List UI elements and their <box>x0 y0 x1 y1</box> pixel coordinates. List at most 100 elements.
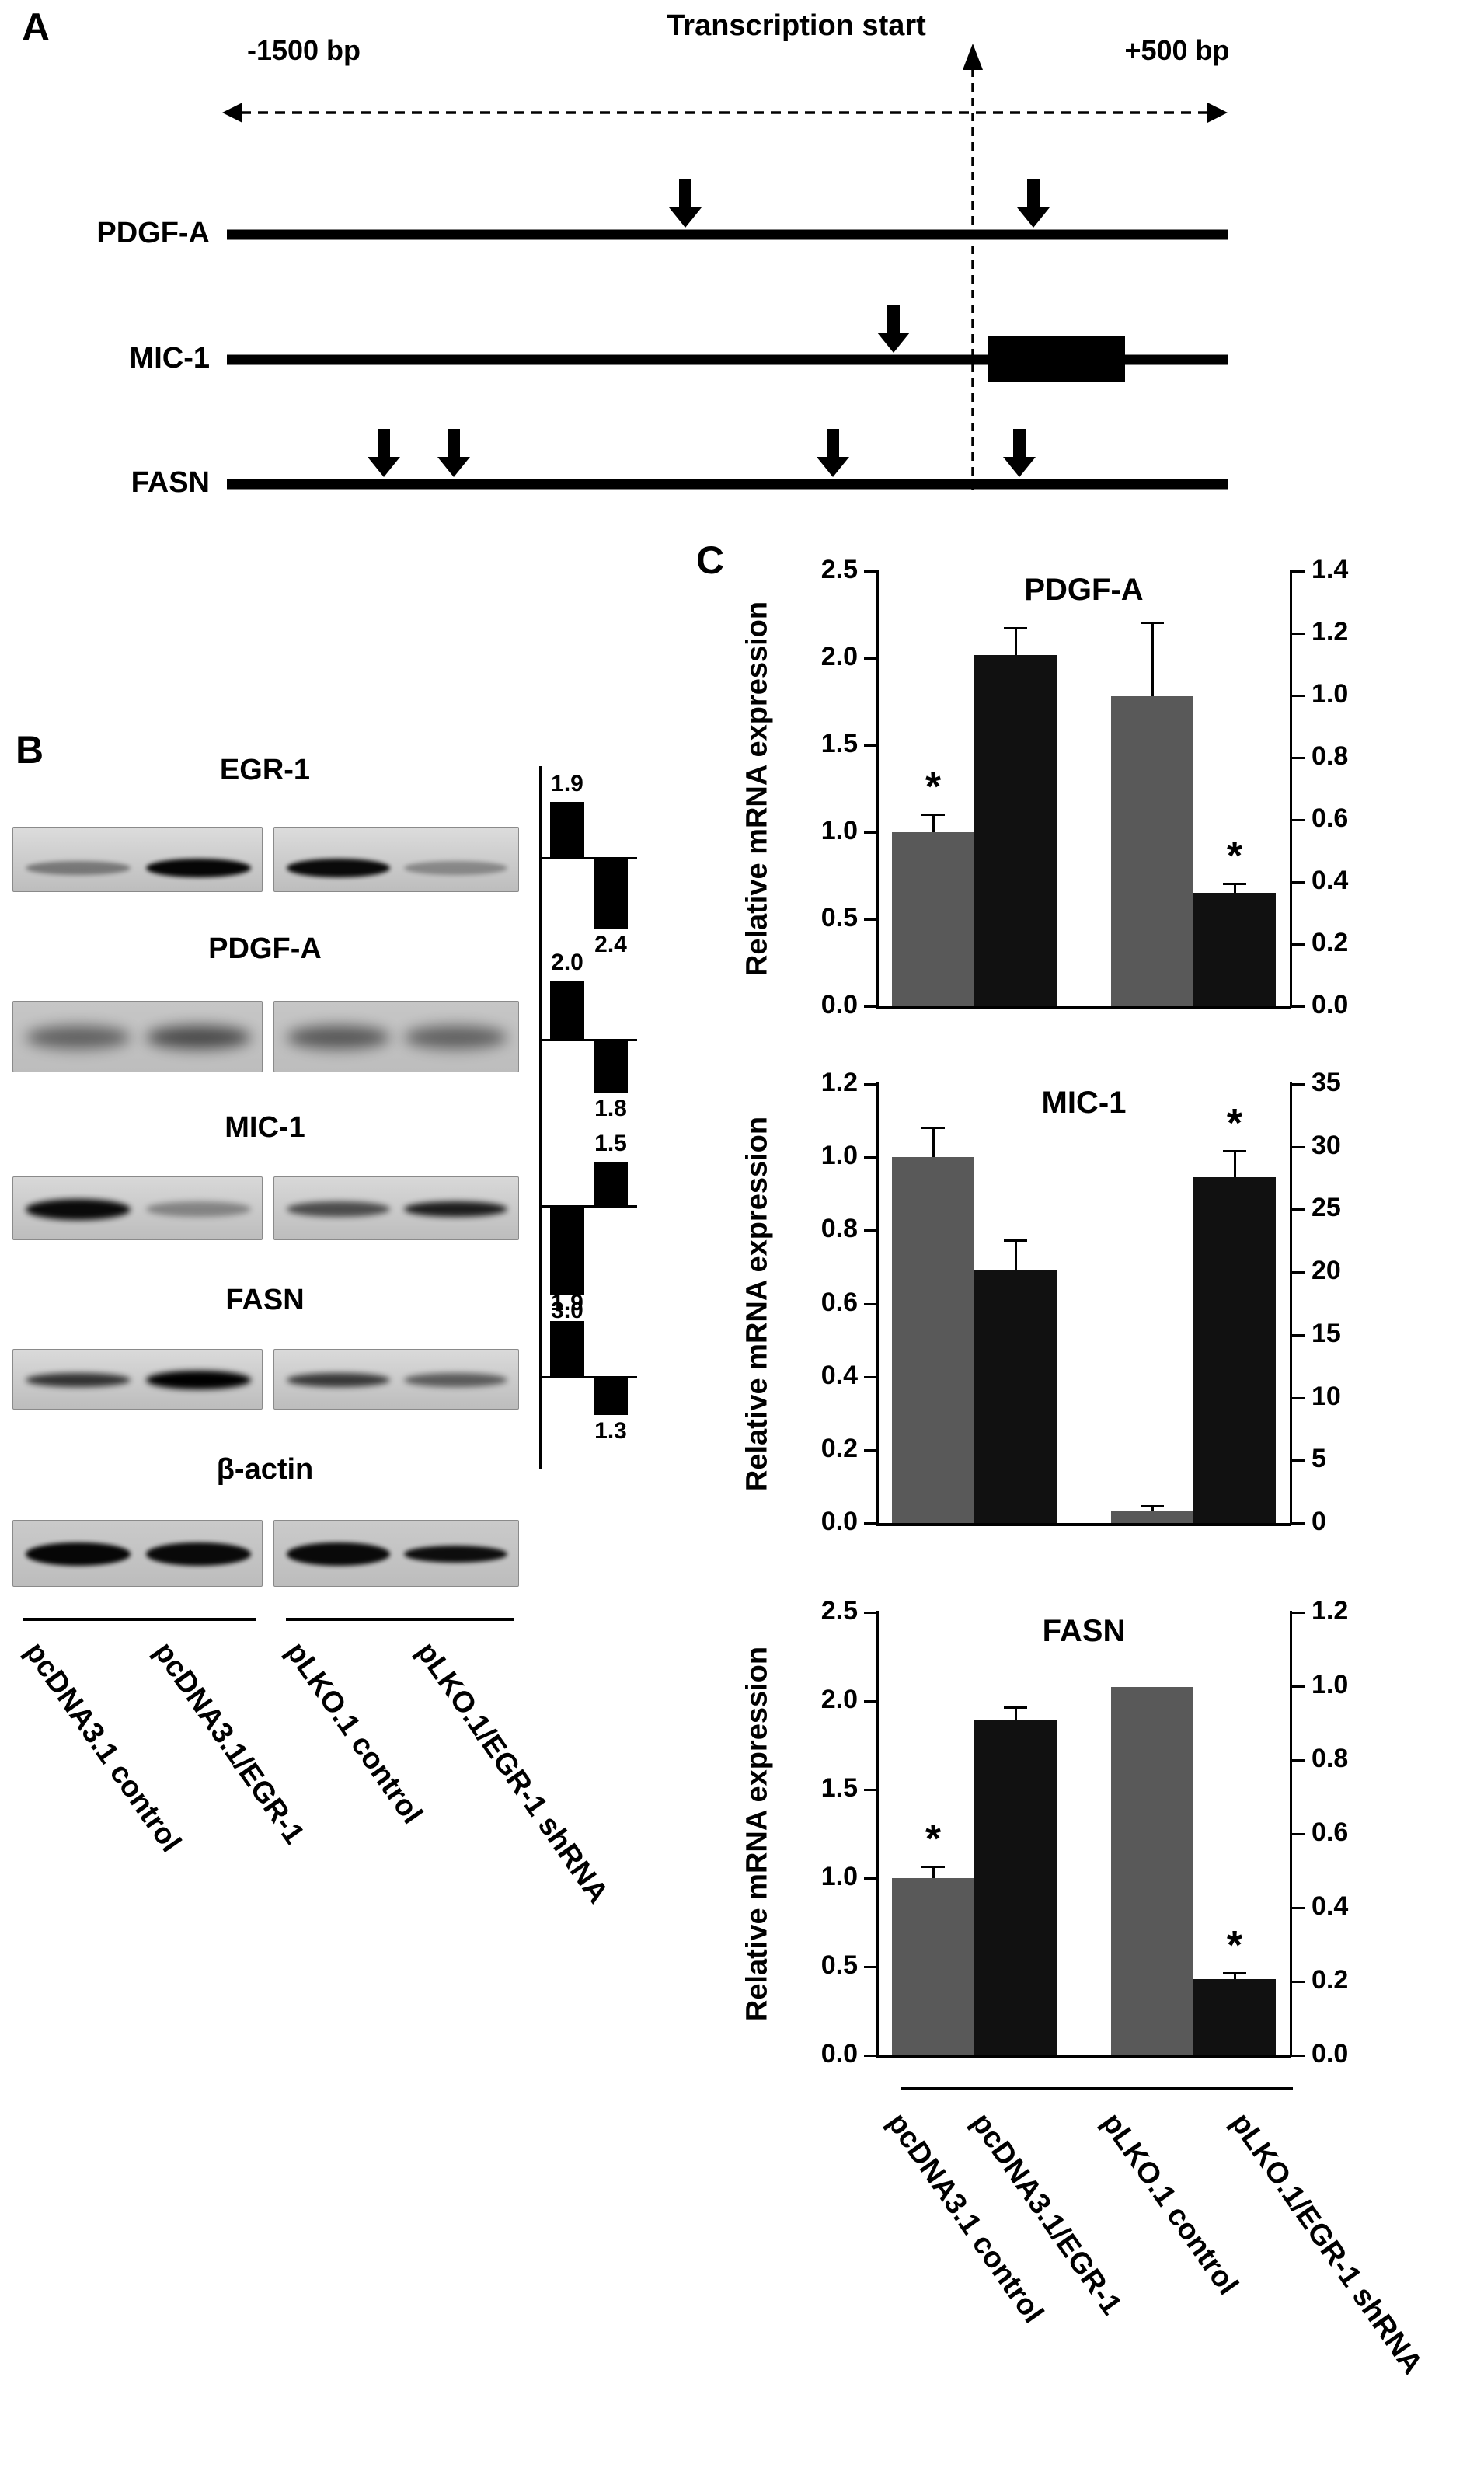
left-tick-label: 1.5 <box>820 729 858 758</box>
error-bar <box>1233 884 1236 894</box>
significance-star: * <box>925 1817 942 1863</box>
left-tick-label: 0.5 <box>820 1950 858 1980</box>
category-label: pcDNA3.1 control <box>880 2107 1050 2330</box>
fold-bar <box>550 1320 584 1377</box>
fold-value: 3.0 <box>551 1298 583 1323</box>
fold-bar <box>594 858 628 929</box>
right-tick-label: 25 <box>1312 1193 1341 1223</box>
blot-image <box>273 1520 519 1587</box>
protein-band <box>286 1542 390 1566</box>
data-bar <box>1111 1686 1193 2055</box>
error-bar <box>1151 623 1154 697</box>
left-tick-mark <box>864 1966 876 1968</box>
left-tick-mark <box>864 570 876 573</box>
blot-image <box>273 1176 519 1240</box>
right-tick-mark <box>1292 881 1305 884</box>
left-tick-mark <box>864 1612 876 1614</box>
left-axis <box>876 1611 879 2057</box>
right-tick-label: 0.2 <box>1312 928 1349 957</box>
fold-baseline <box>539 1039 637 1041</box>
left-tick-mark <box>864 1375 876 1378</box>
left-tick-mark <box>864 1789 876 1791</box>
fold-baseline <box>539 857 637 859</box>
category-label: pLKO.1 control <box>1095 2107 1245 2301</box>
right-tick-label: 0.2 <box>1312 1965 1349 1995</box>
fold-value: 1.8 <box>594 1096 627 1122</box>
chart-title: MIC-1 <box>1041 1086 1127 1120</box>
right-tick-label: 0 <box>1312 1507 1326 1536</box>
left-tick-mark <box>864 1083 876 1086</box>
error-bar <box>1151 1506 1154 1511</box>
error-bar-cap <box>1223 883 1246 886</box>
left-tick-label: 1.5 <box>820 1773 858 1803</box>
span-arrowhead-right <box>1207 103 1228 123</box>
blot-title: FASN <box>225 1284 305 1316</box>
right-tick-mark <box>1292 1685 1305 1688</box>
category-axis-line <box>901 2087 1293 2090</box>
left-tick-mark <box>864 744 876 747</box>
left-tick-mark <box>864 1229 876 1232</box>
data-bar <box>974 654 1057 1006</box>
error-bar-cap <box>921 813 945 816</box>
error-bar-cap <box>1223 1150 1246 1153</box>
right-tick-mark <box>1292 1759 1305 1762</box>
right-tick-mark <box>1292 1612 1305 1614</box>
left-tick-label: 0.5 <box>820 903 858 932</box>
error-bar <box>932 1867 935 1878</box>
right-tick-label: 1.4 <box>1312 555 1349 584</box>
error-bar-cap <box>1004 1239 1027 1242</box>
data-bar <box>1193 1978 1276 2055</box>
panel-a-left-coordinate: -1500 bp <box>246 34 361 66</box>
protein-band <box>286 1026 390 1049</box>
blot-image <box>273 827 519 892</box>
egr1-site-arrow <box>368 429 400 477</box>
bottom-axis <box>876 1006 1291 1009</box>
egr1-site-arrow <box>1003 429 1036 477</box>
protein-band <box>26 1542 131 1566</box>
lane-label: pLKO.1/EGR-1 shRNA <box>409 1636 615 1909</box>
protein-band <box>145 1026 251 1049</box>
blot-image <box>12 827 263 892</box>
protein-band <box>404 1026 508 1049</box>
right-tick-mark <box>1292 1005 1305 1008</box>
data-bar <box>974 1270 1057 1523</box>
error-bar <box>932 1127 935 1158</box>
right-tick-mark <box>1292 1271 1305 1274</box>
egr1-site-arrow <box>1017 179 1050 228</box>
right-tick-mark <box>1292 1396 1305 1399</box>
left-axis <box>876 1082 879 1525</box>
right-tick-label: 35 <box>1312 1068 1341 1097</box>
right-tick-label: 0.4 <box>1312 1891 1349 1921</box>
protein-band <box>145 1201 251 1217</box>
y-axis-label: Relative mRNA expression <box>740 1646 774 2022</box>
egr1-site-arrow <box>669 179 702 228</box>
right-tick-mark <box>1292 695 1305 697</box>
right-tick-label: 1.2 <box>1312 1596 1349 1626</box>
y-axis-label: Relative mRNA expression <box>740 1116 774 1491</box>
error-bar <box>1233 1974 1236 1979</box>
protein-band <box>145 1370 251 1390</box>
right-tick-label: 15 <box>1312 1318 1341 1348</box>
fold-bar <box>550 801 584 858</box>
protein-band <box>404 861 508 876</box>
error-bar-cap <box>921 1126 945 1129</box>
protein-band <box>26 1026 131 1049</box>
panel-b-label: B <box>16 728 44 772</box>
protein-band <box>286 1201 390 1217</box>
protein-band <box>404 1546 508 1563</box>
fold-value: 1.9 <box>551 770 583 796</box>
fold-baseline <box>539 1205 637 1208</box>
y-axis-label: Relative mRNA expression <box>740 601 774 977</box>
right-axis <box>1290 1082 1292 1525</box>
left-tick-label: 2.5 <box>820 555 858 584</box>
left-tick-mark <box>864 1156 876 1159</box>
data-bar <box>1193 1177 1276 1523</box>
significance-star: * <box>925 764 942 810</box>
right-tick-label: 0.0 <box>1312 2039 1349 2068</box>
right-tick-label: 0.8 <box>1312 741 1349 771</box>
data-bar <box>892 1878 974 2055</box>
chart-title: PDGF-A <box>1024 573 1144 607</box>
error-bar <box>932 814 935 832</box>
panel-c-label: C <box>696 538 725 582</box>
